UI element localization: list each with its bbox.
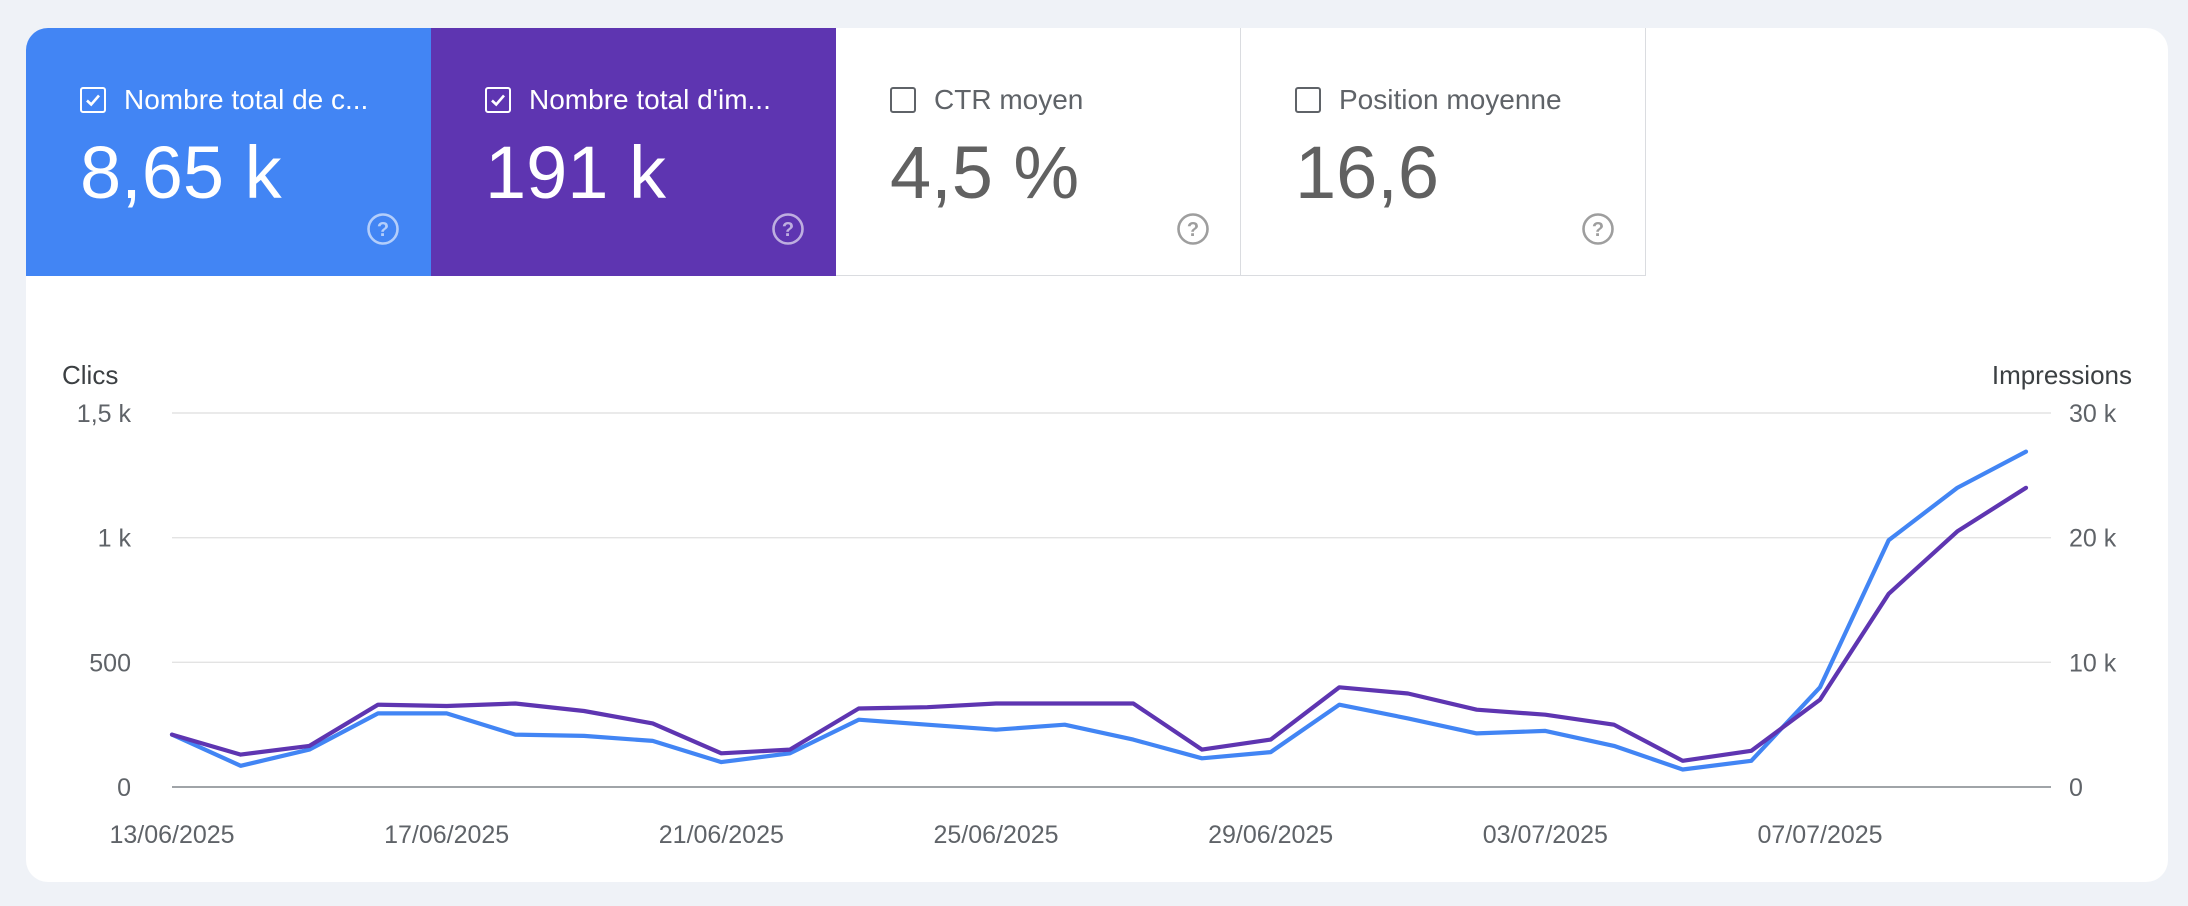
ctr-value: 4,5 % — [890, 131, 1080, 214]
position-value: 16,6 — [1295, 131, 1440, 214]
impressions-series-line — [169, 485, 2029, 763]
position-label: Position moyenne — [1339, 84, 1562, 115]
ctr-metric-card[interactable]: CTR moyen 4,5 % ? — [836, 28, 1241, 276]
performance-chart: Clics Impressions 0 0 500 10 k 1 k 20 k 1,5 k 3… — [26, 276, 2168, 882]
x-axis-tick-label: 07/07/2025 — [1757, 821, 1882, 849]
clicks-metric-card[interactable]: Nombre total de c... 8,65 k ? — [26, 28, 431, 276]
clicks-series-line — [169, 449, 2029, 772]
svg-text:?: ? — [1592, 219, 1604, 241]
left-axis-tick-label: 1 k — [98, 525, 132, 553]
position-card-header: Position moyenne — [1295, 84, 1615, 116]
left-axis-tick-label: 1,5 k — [77, 400, 132, 428]
clicks-checkbox[interactable] — [80, 87, 106, 113]
impressions-card-header: Nombre total d'im... — [485, 84, 805, 116]
clicks-label: Nombre total de c... — [124, 84, 369, 115]
position-checkbox[interactable] — [1295, 87, 1321, 113]
checkmark-icon — [491, 94, 505, 107]
right-axis-title: Impressions — [1992, 360, 2132, 390]
left-axis-title: Clics — [62, 360, 118, 390]
svg-text:?: ? — [782, 219, 794, 241]
x-axis-tick-label: 21/06/2025 — [659, 821, 784, 849]
help-circle-icon[interactable]: ? — [1581, 212, 1615, 246]
left-axis-tick-label: 0 — [117, 774, 131, 802]
right-axis-tick-label: 10 k — [2069, 649, 2117, 677]
help-circle-icon[interactable]: ? — [1176, 212, 1210, 246]
impressions-metric-card[interactable]: Nombre total d'im... 191 k ? — [431, 28, 836, 276]
x-axis-tick-label: 25/06/2025 — [933, 821, 1058, 849]
ctr-label: CTR moyen — [934, 84, 1084, 115]
performance-panel: Nombre total de c... 8,65 k ? Nombre tot… — [26, 28, 2168, 882]
checkmark-icon — [86, 94, 100, 107]
x-axis-tick-label: 13/06/2025 — [109, 821, 234, 849]
x-axis-tick-label: 29/06/2025 — [1208, 821, 1333, 849]
right-axis-tick-label: 20 k — [2069, 525, 2117, 553]
metric-cards: Nombre total de c... 8,65 k ? Nombre tot… — [26, 28, 1646, 276]
help-circle-icon[interactable]: ? — [771, 212, 805, 246]
clicks-value: 8,65 k — [80, 131, 282, 214]
impressions-label: Nombre total d'im... — [529, 84, 771, 115]
x-axis-tick-label: 17/06/2025 — [384, 821, 509, 849]
line-chart: Clics Impressions 0 0 500 10 k 1 k 20 k 1,5 k 3… — [62, 360, 2132, 849]
clicks-card-header: Nombre total de c... — [80, 84, 400, 116]
svg-text:?: ? — [377, 219, 389, 241]
svg-text:?: ? — [1187, 219, 1199, 241]
impressions-checkbox[interactable] — [485, 87, 511, 113]
left-axis-tick-label: 500 — [89, 649, 131, 677]
right-axis-tick-label: 0 — [2069, 774, 2083, 802]
help-circle-icon[interactable]: ? — [366, 212, 400, 246]
impressions-value: 191 k — [485, 131, 667, 214]
ctr-card-header: CTR moyen — [890, 84, 1210, 116]
ctr-checkbox[interactable] — [890, 87, 916, 113]
position-metric-card[interactable]: Position moyenne 16,6 ? — [1241, 28, 1646, 276]
right-axis-tick-label: 30 k — [2069, 400, 2117, 428]
x-axis-tick-label: 03/07/2025 — [1483, 821, 1608, 849]
